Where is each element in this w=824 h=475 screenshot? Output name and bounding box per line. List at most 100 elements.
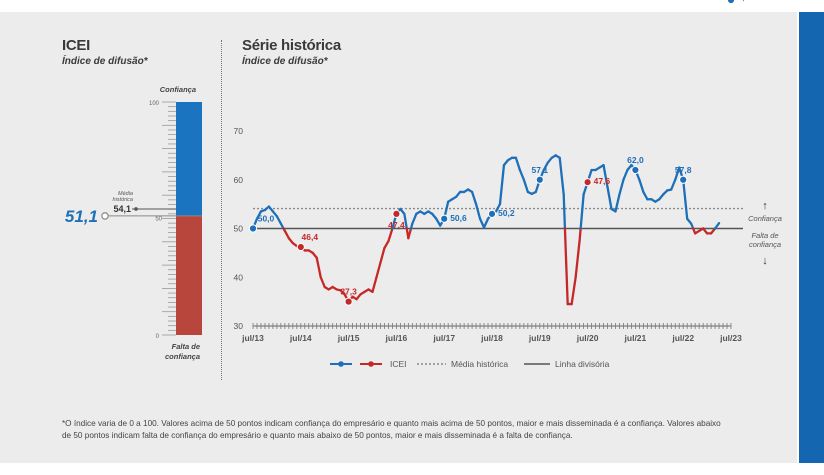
gauge-bottom-label-1: Falta de [172,342,200,351]
gauge-confidence-fill [176,102,202,216]
series-point [248,224,258,233]
x-tick-label: jul/15 [337,333,360,343]
series-segment [403,212,408,230]
gauge-average-label-1: Média [118,191,133,197]
icei-gauge: Confiança 100 50 0 Média histórica 54,1 … [65,85,202,361]
series-segment [682,178,689,220]
gauge-lack-fill [176,215,202,335]
y-tick-label: 30 [234,321,244,331]
down-arrow-icon: ↓ [762,255,768,267]
chart-y-tick-labels: 30 40 50 60 70 [234,126,244,331]
series-segment [602,163,609,189]
x-tick-label: jul/13 [241,333,264,343]
series-segment [642,190,649,201]
series-segment [522,178,529,194]
data-label: 50,6 [450,213,467,223]
icei-subtitle: Índice de difusão* [62,56,148,67]
chart-series-points [248,0,736,306]
series-segment [474,202,482,220]
series-segment [470,190,478,206]
series-segment [411,212,418,225]
series-segment [518,168,526,181]
side-confidence-label: Confiança [748,214,782,223]
section-divider [221,40,222,380]
series-segment [570,276,577,306]
series-segment [674,166,681,181]
up-arrow-icon: ↑ [762,200,768,212]
data-label: 37,3 [340,287,357,297]
series-segment [614,193,621,213]
series-point [440,214,449,223]
series-segment [713,221,721,230]
icei-title: ICEI [62,37,90,54]
data-label: 57,1 [532,165,549,175]
chart-x-axis: jul/13 jul/14 jul/15 jul/16 jul/17 jul/18 jul/… [241,323,742,343]
series-segment [315,256,322,279]
series-segment [562,193,567,230]
series-segment [275,215,283,225]
series-segment [622,168,629,181]
gauge-ticks [162,101,176,336]
series-point [679,175,688,184]
y-tick-label: 70 [234,126,244,136]
series-segment [618,178,625,196]
data-label: 57,8 [675,165,692,175]
series-point [726,0,736,5]
series-subtitle: Índice de difusão* [242,56,328,67]
x-tick-label: jul/19 [528,333,551,343]
x-tick-label: jul/17 [432,333,455,343]
chart-legend: ICEI Média histórica Linha divisória [330,359,610,369]
y-tick-label: 40 [234,272,244,282]
series-segment [407,227,413,240]
data-label: 51,1 [733,0,750,2]
gauge-average-value: 54,1 [113,204,131,214]
data-label: 50,2 [498,208,515,218]
series-segment [578,227,582,242]
series-point [535,175,544,184]
series-segment [387,227,394,243]
series-segment [670,178,677,191]
side-lack-label-1: Falta de [751,231,778,240]
series-point [487,209,497,218]
series-segment [498,163,506,206]
series-segment [283,229,291,240]
series-segment [558,156,565,196]
data-label: 62,0 [627,155,644,165]
gauge-current-marker [101,212,109,220]
gauge-average-dot [134,207,138,211]
x-tick-label: jul/21 [624,333,647,343]
gauge-top-label: Confiança [160,85,196,94]
data-label: 47,6 [594,176,611,186]
gauge-average-label-2: histórica [113,197,133,203]
series-point [631,165,640,175]
y-tick-label: 50 [234,224,244,234]
series-point [583,178,592,187]
series-segment [574,239,581,279]
gauge-tick-100: 100 [149,101,160,107]
series-segment [383,240,390,250]
legend-icei-label: ICEI [390,359,407,369]
footnote-line-2: de 50 pontos indicam falta de confiança … [62,431,573,440]
legend-divider-label: Linha divisória [555,359,610,369]
gauge-bottom-label-2: confiança [165,352,200,361]
footnote-line-1: *O índice varia de 0 a 100. Valores acim… [62,419,721,428]
background-panel [0,12,797,463]
series-segment [542,161,549,172]
legend-red-dot [368,361,374,367]
gauge-tick-50: 50 [155,217,162,223]
x-tick-label: jul/23 [719,333,742,343]
series-segment [638,178,645,194]
x-tick-label: jul/18 [480,333,503,343]
data-label: 46,4 [302,232,319,242]
side-lack-label-2: confiança [749,240,781,249]
series-segment [579,193,585,230]
data-label: 47,4 [388,220,405,230]
series-segment [375,261,382,279]
x-tick-label: jul/22 [671,333,694,343]
legend-average-label: Média histórica [451,359,508,369]
series-segment [319,276,326,289]
series-title: Série histórica [242,37,341,54]
series-point [392,209,401,218]
x-tick-label: jul/16 [385,333,408,343]
